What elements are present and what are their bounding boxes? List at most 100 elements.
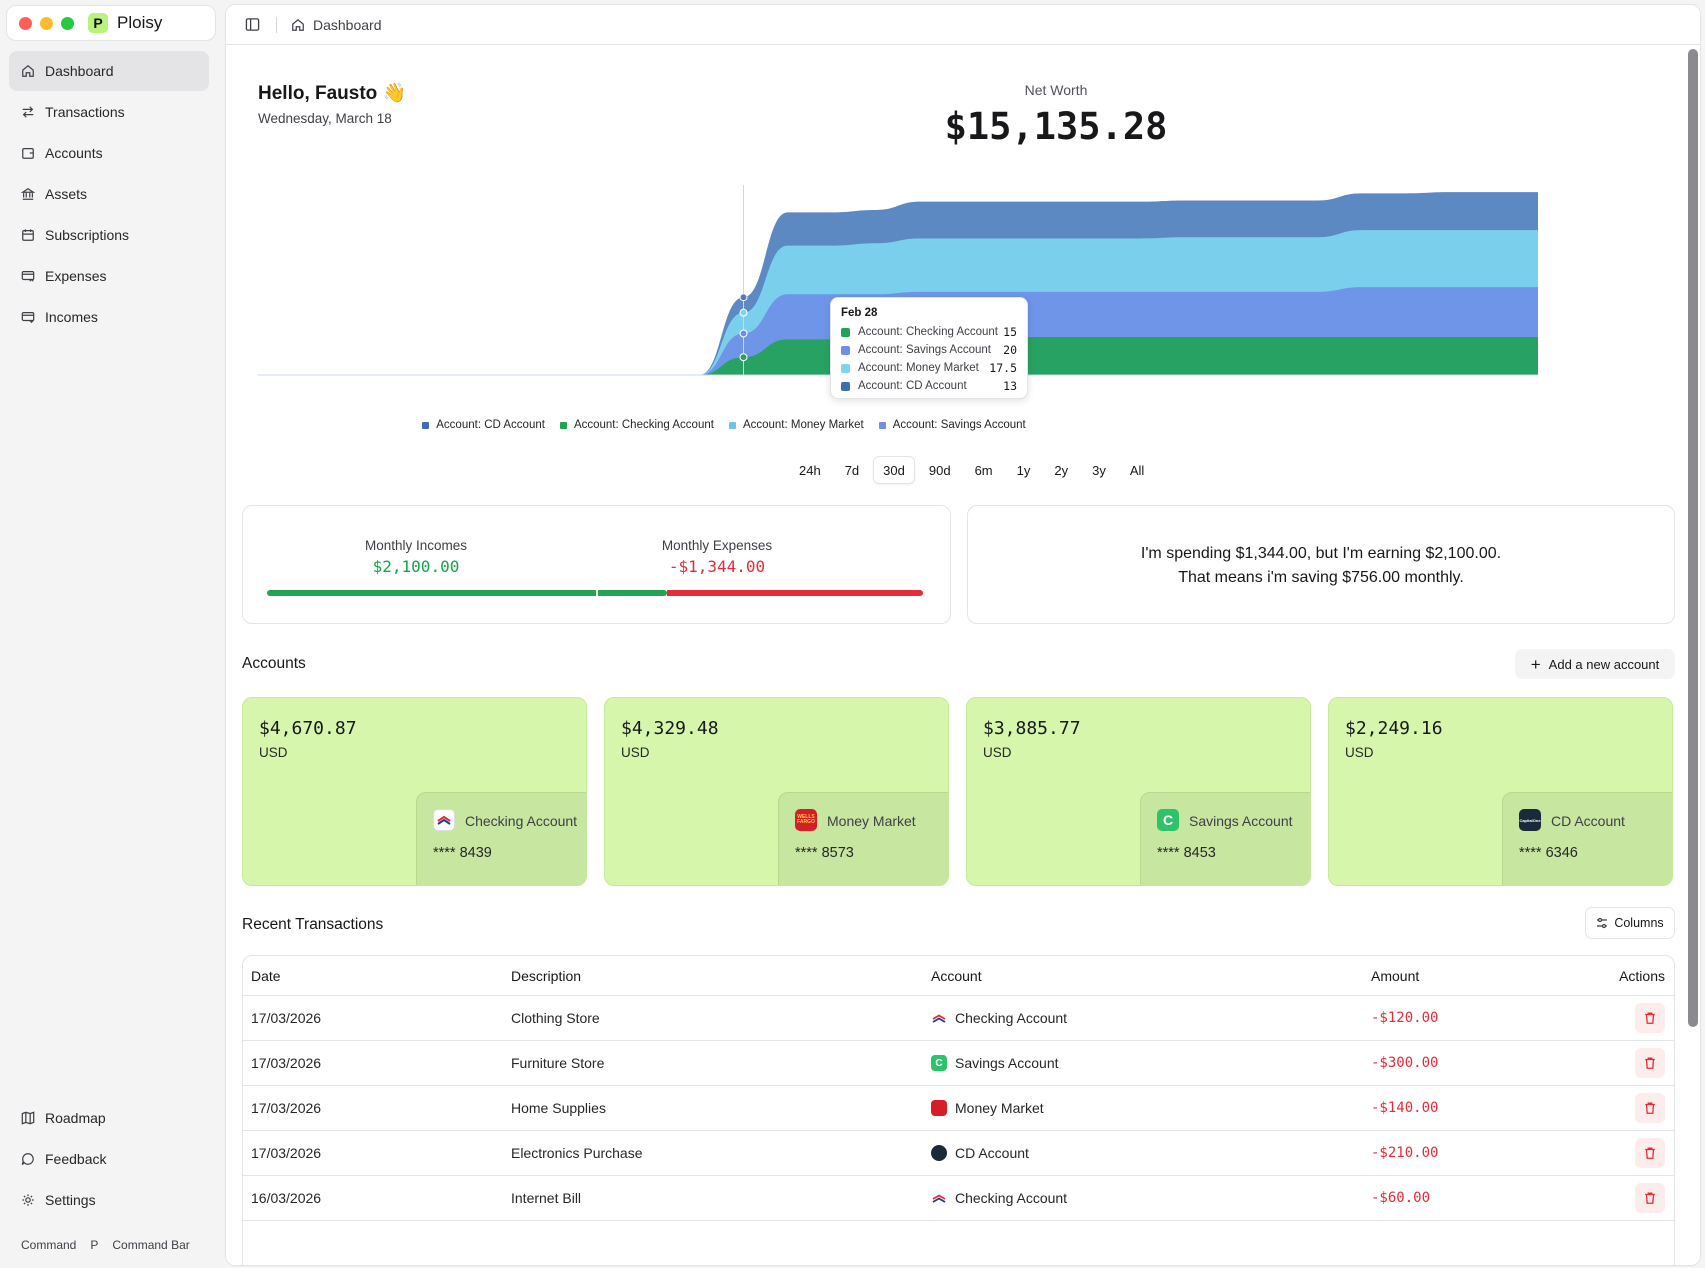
account-tab: C Savings Account **** 8453: [1140, 792, 1310, 885]
range-button-2y[interactable]: 2y: [1054, 462, 1069, 478]
row-date: 17/03/2026: [251, 1055, 322, 1071]
recent-transactions-title: Recent Transactions: [242, 916, 384, 933]
range-button-1y[interactable]: 1y: [1016, 462, 1031, 478]
legend-swatch: [728, 421, 736, 429]
table-row[interactable]: 17/03/2026 Electronics Purchase CD Account…: [243, 1131, 1674, 1176]
row-actions: [1540, 996, 1665, 1040]
row-account-name: Money Market: [955, 1100, 1044, 1116]
row-description: Internet Bill: [511, 1190, 582, 1206]
account-card[interactable]: $2,249.16 USD CapitalOne CD Account ****…: [1328, 697, 1673, 886]
command-bar-label: Command Bar: [112, 1238, 190, 1252]
row-amount: -$210.00: [1371, 1145, 1439, 1161]
plus-icon: +: [1530, 654, 1541, 674]
tooltip-series-value: 13: [1003, 379, 1017, 393]
c-bank-icon: C: [931, 1055, 947, 1071]
row-date: 17/03/2026: [251, 1010, 322, 1026]
range-button-30d[interactable]: 30d: [873, 456, 915, 484]
delete-transaction-button[interactable]: [1635, 1183, 1665, 1213]
range-button-24h[interactable]: 24h: [799, 462, 821, 478]
account-card[interactable]: $3,885.77 USD C Savings Account **** 845…: [966, 697, 1311, 886]
add-account-button[interactable]: + Add a new account: [1515, 649, 1675, 679]
sidebar-item-transactions[interactable]: Transactions: [9, 92, 209, 132]
sidebar-item-roadmap[interactable]: Roadmap: [9, 1098, 209, 1138]
breadcrumb[interactable]: Dashboard: [313, 16, 382, 33]
close-window-button[interactable]: [19, 16, 32, 30]
sidebar-item-label: Assets: [45, 186, 88, 202]
account-currency: USD: [1345, 745, 1374, 760]
account-number: **** 8573: [795, 845, 854, 861]
calendar-icon: [21, 228, 35, 242]
tooltip-series-name: Account: CD Account: [858, 380, 967, 392]
header-date[interactable]: Date: [251, 967, 281, 984]
account-tab: WELLS FARGO Money Market **** 8573: [778, 792, 948, 885]
account-name: Checking Account: [465, 813, 578, 829]
scrollbar[interactable]: [1688, 49, 1698, 1027]
bank-of-america-icon: [931, 1010, 947, 1026]
account-card[interactable]: $4,670.87 USD Checking Account **** 8439: [242, 697, 587, 886]
account-card[interactable]: $4,329.48 USD WELLS FARGO Money Market *…: [604, 697, 949, 886]
legend-swatch: [422, 421, 430, 429]
account-number: **** 6346: [1519, 845, 1578, 861]
header-amount[interactable]: Amount: [1371, 967, 1420, 984]
tooltip-row: Account: CD Account 13: [841, 377, 1017, 395]
table-row[interactable]: 17/03/2026 Home Supplies Money Market -$140…: [243, 1086, 1674, 1131]
row-date: 16/03/2026: [251, 1190, 322, 1206]
capital-one-icon: CapitalOne: [1519, 809, 1541, 831]
monthly-incomes-label: Monthly Incomes: [364, 538, 468, 553]
delete-transaction-button[interactable]: [1635, 1093, 1665, 1123]
legend-item[interactable]: Account: Money Market: [728, 419, 864, 431]
transactions-table: Date Description Account Amount Actions …: [242, 955, 1675, 1265]
minimize-window-button[interactable]: [40, 16, 53, 30]
wells-fargo-icon: [931, 1100, 947, 1116]
sidebar-item-subscriptions[interactable]: Subscriptions: [9, 215, 209, 255]
sidebar-item-dashboard[interactable]: Dashboard: [9, 51, 209, 91]
range-button-6m[interactable]: 6m: [974, 462, 993, 478]
sidebar-item-label: Incomes: [45, 309, 98, 325]
delete-transaction-button[interactable]: [1635, 1048, 1665, 1078]
bar-divider: [596, 588, 598, 598]
row-account-name: Savings Account: [955, 1055, 1059, 1071]
header-account[interactable]: Account: [931, 967, 982, 984]
legend-label: Account: Checking Account: [573, 419, 714, 431]
table-row[interactable]: 17/03/2026 Clothing Store Checking Account…: [243, 996, 1674, 1041]
table-row[interactable]: 17/03/2026 Furniture Store C Savings Accoun…: [243, 1041, 1674, 1086]
sidebar-item-expenses[interactable]: Expenses: [9, 256, 209, 296]
legend-item[interactable]: Account: CD Account: [422, 419, 545, 431]
hover-point: [739, 329, 748, 338]
range-button-all[interactable]: All: [1129, 462, 1145, 478]
range-button-3y[interactable]: 3y: [1092, 462, 1106, 478]
sidebar-item-settings[interactable]: Settings: [9, 1180, 209, 1220]
toggle-sidebar-icon[interactable]: [245, 17, 260, 32]
tooltip-series-name: Account: Savings Account: [858, 344, 991, 356]
sidebar-item-accounts[interactable]: Accounts: [9, 133, 209, 173]
row-date: 17/03/2026: [251, 1145, 322, 1161]
row-account: Checking Account: [931, 996, 1067, 1040]
time-range-selector: 24h 7d 30d 90d 6m 1y 2y 3y All: [789, 456, 1154, 484]
sidebar-item-feedback[interactable]: Feedback: [9, 1139, 209, 1179]
legend-label: Account: Money Market: [742, 419, 864, 431]
columns-button[interactable]: Columns: [1585, 907, 1675, 939]
tooltip-series-name: Account: Checking Account: [858, 326, 998, 338]
command-key: P: [90, 1238, 99, 1252]
delete-transaction-button[interactable]: [1635, 1138, 1665, 1168]
legend-item[interactable]: Account: Checking Account: [559, 419, 714, 431]
monthly-overview-card: Monthly Incomes $2,100.00 Monthly Expens…: [242, 505, 951, 624]
hover-point: [739, 308, 748, 317]
hover-point: [739, 353, 748, 362]
table-row[interactable]: 16/03/2026 Internet Bill Checking Account -…: [243, 1176, 1674, 1221]
accounts-title: Accounts: [242, 655, 306, 672]
account-currency: USD: [621, 745, 650, 760]
range-button-7d[interactable]: 7d: [844, 462, 860, 478]
delete-transaction-button[interactable]: [1635, 1003, 1665, 1033]
monthly-expenses-value: -$1,344.00: [668, 557, 766, 576]
row-amount: -$60.00: [1371, 1190, 1431, 1206]
trash-icon: [1645, 1102, 1655, 1114]
sidebar-item-assets[interactable]: Assets: [9, 174, 209, 214]
sidebar-item-incomes[interactable]: Incomes: [9, 297, 209, 337]
account-name: Savings Account: [1189, 813, 1293, 829]
header-description[interactable]: Description: [511, 967, 582, 984]
legend-item[interactable]: Account: Savings Account: [878, 419, 1026, 431]
maximize-window-button[interactable]: [61, 16, 74, 30]
command-bar-hint[interactable]: Command P Command Bar: [21, 1238, 190, 1252]
range-button-90d[interactable]: 90d: [928, 462, 951, 478]
